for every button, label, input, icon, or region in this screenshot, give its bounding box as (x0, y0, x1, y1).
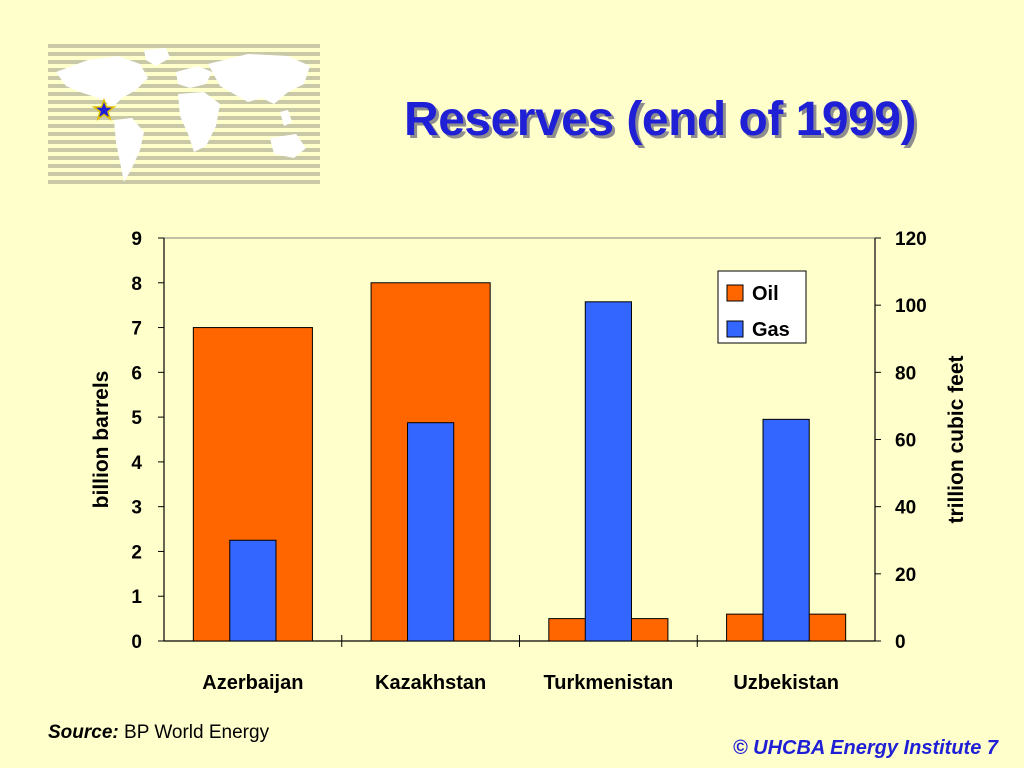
star-icon (91, 97, 117, 121)
world-map-logo (48, 42, 320, 188)
page-title: Reserves (end of 1999) (404, 93, 916, 146)
y-tick-label: 9 (131, 229, 142, 250)
y-tick-label: 4 (131, 453, 142, 474)
continents (56, 48, 310, 182)
y2-tick-label: 100 (895, 296, 927, 317)
y2-tick-label: 80 (895, 363, 916, 384)
x-tick-label: Turkmenistan (544, 672, 674, 694)
bar-gas-kazakhstan (407, 422, 455, 642)
legend-swatch (726, 284, 744, 302)
y2-tick-label: 120 (895, 229, 927, 250)
y2-tick-label: 60 (895, 431, 916, 452)
y-tick-label: 2 (131, 542, 142, 563)
x-tick-label: Uzbekistan (733, 672, 839, 694)
y-tick-label: 8 (131, 274, 142, 295)
y2-tick-label: 0 (895, 632, 906, 653)
legend-label: Gas (752, 319, 790, 341)
y-tick-label: 6 (131, 363, 142, 384)
source-note: Source: BP World Energy (48, 722, 269, 744)
copyright-footer: © UHCBA Energy Institute 7 (732, 737, 998, 759)
y-tick-label: 5 (131, 408, 142, 429)
bar-gas-uzbekistan (762, 418, 810, 642)
source-text: BP World Energy (124, 722, 270, 743)
y-tick-label: 7 (131, 319, 142, 340)
y-tick-label: 1 (131, 587, 142, 608)
x-tick-label: Azerbaijan (202, 672, 303, 694)
reserves-chart: Azerbaijan Kazakhstan Turkmenistan Uzbekist… (90, 229, 968, 694)
x-tick-label: Kazakhstan (375, 672, 486, 694)
legend: Oil Gas (717, 270, 807, 344)
y2-tick-label: 20 (895, 565, 916, 586)
y-axis-title: billion barrels (90, 371, 113, 509)
y2-axis-title: trillion cubic feet (945, 355, 968, 523)
bar-gas-azerbaijan (229, 539, 277, 642)
y-tick-label: 0 (131, 632, 142, 653)
bar-gas-turkmenistan (584, 301, 632, 642)
source-label: Source: (48, 722, 119, 743)
y2-tick-label: 40 (895, 498, 916, 519)
legend-swatch (726, 320, 744, 338)
legend-label: Oil (752, 283, 779, 305)
y-tick-label: 3 (131, 498, 142, 519)
